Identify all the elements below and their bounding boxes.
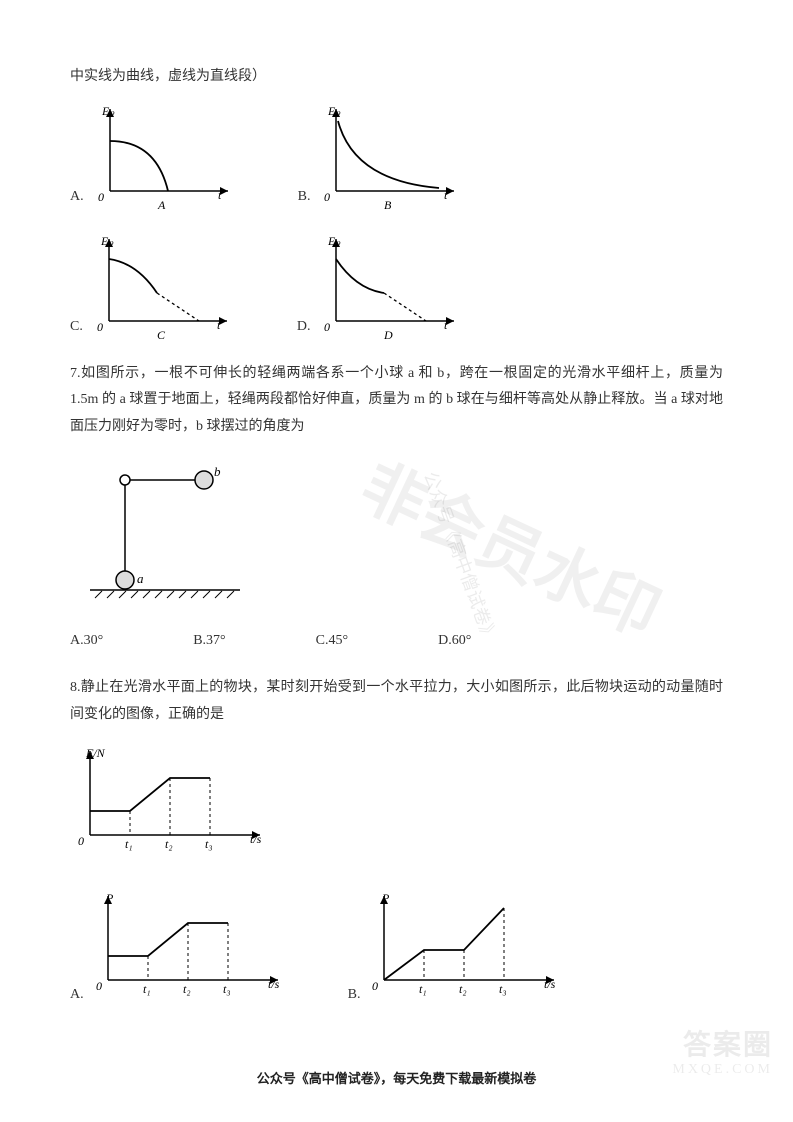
tick-t2: t₂ <box>459 982 467 996</box>
option-label: D. <box>297 314 311 341</box>
q8-force-graph: F/N t/s 0 t₁ t₂ t₃ <box>70 743 723 863</box>
q8-text: 8.静止在光滑水平面上的物块，某时刻开始受到一个水平拉力，大小如图所示，此后物块… <box>70 675 723 728</box>
option-label: A. <box>70 184 84 211</box>
graph-p-t-B: P t/s 0 t₁ t₂ t₃ <box>364 888 564 1008</box>
q7-text: 7.如图所示，一根不可伸长的轻绳两端各系一个小球 a 和 b，跨在一根固定的光滑… <box>70 361 723 441</box>
q6-option-C: C. Eₚ t 0 C <box>70 231 237 341</box>
q8-option-A: A. P t/s 0 t₁ t₂ t₃ <box>70 888 288 1008</box>
ball-b-label: b <box>214 464 221 479</box>
q6-option-A: A. Eₚ t 0 A <box>70 101 238 211</box>
origin-label: 0 <box>96 979 102 993</box>
ball-a-label: a <box>137 571 144 586</box>
sub-label: D <box>383 328 393 341</box>
graph-ep-t-A: Eₚ t 0 A <box>88 101 238 211</box>
q7-answer-D: D.60° <box>438 628 471 655</box>
q7-answers: A.30° B.37° C.45° D.60° <box>70 628 723 655</box>
option-label: C. <box>70 314 83 341</box>
sub-label: C <box>157 328 166 341</box>
origin-label: 0 <box>324 190 330 204</box>
tick-t2: t₂ <box>183 982 191 996</box>
graph-ep-t-D: Eₚ t 0 D <box>314 231 464 341</box>
origin-label: 0 <box>98 190 104 204</box>
sub-label: A <box>157 198 166 211</box>
option-label: B. <box>348 982 361 1009</box>
tick-t1: t₁ <box>125 837 133 851</box>
origin-label: 0 <box>324 320 330 334</box>
q7-diagram: b a <box>80 460 723 610</box>
origin-label: 0 <box>97 320 103 334</box>
origin-label: 0 <box>78 834 84 848</box>
tick-t1: t₁ <box>419 982 427 996</box>
q7-answer-C: C.45° <box>316 628 348 655</box>
q6-options-row-1: A. Eₚ t 0 A B. Eₚ t 0 <box>70 101 723 211</box>
tick-t3: t₃ <box>205 837 213 851</box>
q6-option-B: B. Eₚ t 0 B <box>298 101 465 211</box>
q8-options-row: A. P t/s 0 t₁ t₂ t₃ <box>70 888 723 1008</box>
q6-options-row-2: C. Eₚ t 0 C D. Eₚ t <box>70 231 723 341</box>
q6-fragment: 中实线为曲线，虚线为直线段） <box>70 64 723 91</box>
origin-label: 0 <box>372 979 378 993</box>
tick-t1: t₁ <box>143 982 151 996</box>
sub-label: B <box>384 198 392 211</box>
page-footer: 公众号《高中僧试卷》，每天免费下载最新模拟卷 <box>0 1067 793 1092</box>
q8-option-B: B. P t/s 0 t₁ t₂ t₃ <box>348 888 565 1008</box>
q7-answer-B: B.37° <box>193 628 225 655</box>
graph-p-t-A: P t/s 0 t₁ t₂ t₃ <box>88 888 288 1008</box>
graph-ep-t-C: Eₚ t 0 C <box>87 231 237 341</box>
tick-t2: t₂ <box>165 837 173 851</box>
tick-t3: t₃ <box>499 982 507 996</box>
tick-t3: t₃ <box>223 982 231 996</box>
q7-answer-A: A.30° <box>70 628 103 655</box>
q6-option-D: D. Eₚ t 0 D <box>297 231 465 341</box>
graph-ep-t-B: Eₚ t 0 B <box>314 101 464 211</box>
option-label: B. <box>298 184 311 211</box>
option-label: A. <box>70 982 84 1009</box>
